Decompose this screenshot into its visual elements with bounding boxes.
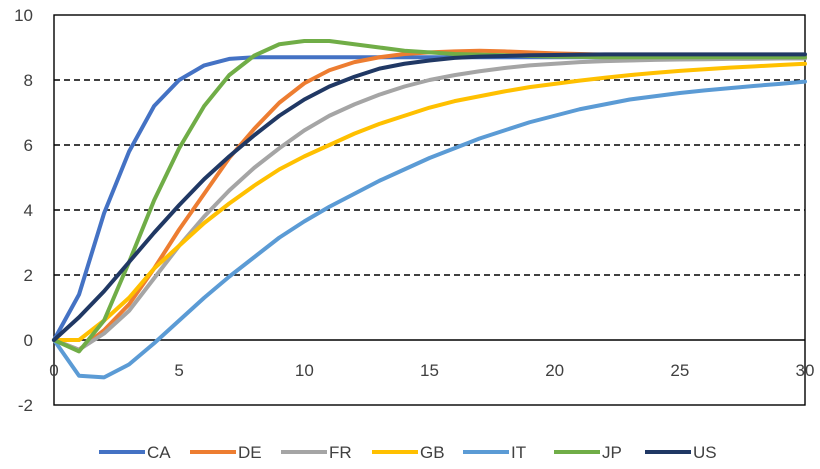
- y-tick-label: 6: [24, 136, 33, 155]
- legend-label: US: [693, 443, 717, 462]
- legend-label: CA: [147, 443, 171, 462]
- legend-label: FR: [329, 443, 352, 462]
- x-tick-label: 30: [796, 361, 815, 380]
- x-tick-label: 15: [420, 361, 439, 380]
- y-tick-label: 4: [24, 201, 33, 220]
- legend-item-gb: GB: [372, 443, 445, 462]
- legend-item-us: US: [645, 443, 717, 462]
- series-line-us: [52, 52, 807, 342]
- legend-item-ca: CA: [99, 443, 171, 462]
- legend-item-fr: FR: [281, 443, 352, 462]
- legend-item-jp: JP: [554, 443, 622, 462]
- legend-item-de: DE: [190, 443, 262, 462]
- plot-frame: [53, 14, 806, 406]
- legend: CA DE FR GB IT JP US: [99, 443, 717, 462]
- series-line-gb: [52, 61, 807, 342]
- axes: [53, 14, 806, 406]
- series-line-ca: [52, 55, 807, 342]
- legend-label: GB: [420, 443, 445, 462]
- x-tick-label: 0: [49, 361, 58, 380]
- x-tick-label: 5: [174, 361, 183, 380]
- legend-label: JP: [602, 443, 622, 462]
- series-line-jp: [52, 39, 807, 354]
- y-tick-label: 0: [24, 331, 33, 350]
- legend-label: DE: [238, 443, 262, 462]
- y-tick-label: 8: [24, 71, 33, 90]
- y-tick-label: -2: [18, 396, 33, 415]
- series-line-fr: [52, 56, 807, 352]
- legend-item-it: IT: [463, 443, 526, 462]
- series-line-it: [52, 79, 807, 380]
- y-tick-label: 10: [14, 6, 33, 25]
- x-tick-label: 10: [295, 361, 314, 380]
- legend-label: IT: [511, 443, 526, 462]
- series-lines: [52, 39, 807, 380]
- x-tick-label: 20: [545, 361, 564, 380]
- x-tick-label: 25: [670, 361, 689, 380]
- tick-labels: -2 0 2 4 6 8 10 0 5 10 15 20 25 30: [14, 6, 814, 415]
- y-tick-label: 2: [24, 266, 33, 285]
